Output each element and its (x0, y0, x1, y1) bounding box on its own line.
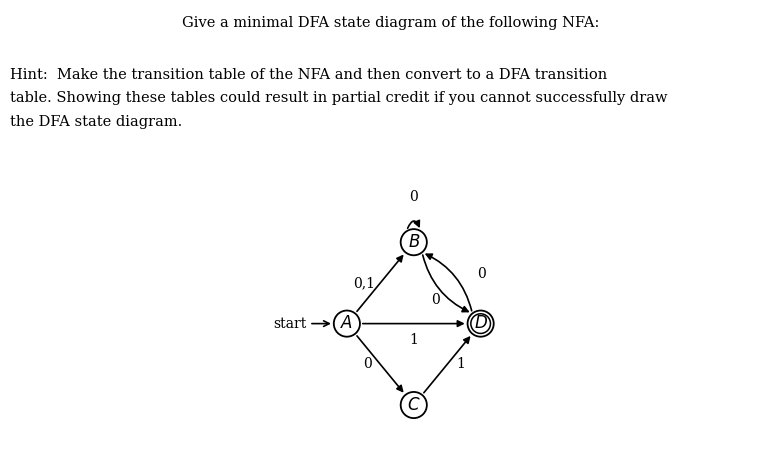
FancyArrowPatch shape (362, 321, 463, 326)
Text: table. Showing these tables could result in partial credit if you cannot success: table. Showing these tables could result… (10, 91, 668, 106)
Text: Hint:  Make the transition table of the NFA and then convert to a DFA transition: Hint: Make the transition table of the N… (10, 68, 608, 82)
Text: start: start (273, 317, 306, 331)
Text: 1: 1 (456, 357, 465, 371)
FancyArrowPatch shape (426, 254, 472, 311)
Text: $\mathit{A}$: $\mathit{A}$ (341, 315, 354, 332)
Text: 0: 0 (409, 190, 418, 204)
Text: 1: 1 (409, 333, 418, 347)
Text: 0: 0 (363, 357, 372, 371)
Circle shape (401, 392, 427, 418)
FancyArrowPatch shape (408, 220, 419, 228)
Text: 0,1: 0,1 (353, 276, 376, 290)
Text: $\mathit{D}$: $\mathit{D}$ (473, 315, 487, 332)
Text: $\mathit{C}$: $\mathit{C}$ (407, 396, 420, 414)
FancyArrowPatch shape (424, 337, 469, 393)
Text: the DFA state diagram.: the DFA state diagram. (10, 115, 183, 129)
Circle shape (401, 229, 427, 255)
Text: 0: 0 (476, 267, 486, 281)
Circle shape (468, 310, 494, 337)
Text: $\mathit{B}$: $\mathit{B}$ (408, 234, 420, 251)
FancyArrowPatch shape (357, 336, 402, 391)
FancyArrowPatch shape (423, 255, 468, 311)
Text: 0: 0 (431, 293, 440, 307)
Text: Give a minimal DFA state diagram of the following NFA:: Give a minimal DFA state diagram of the … (182, 16, 599, 30)
Circle shape (333, 310, 360, 337)
FancyArrowPatch shape (357, 256, 402, 311)
